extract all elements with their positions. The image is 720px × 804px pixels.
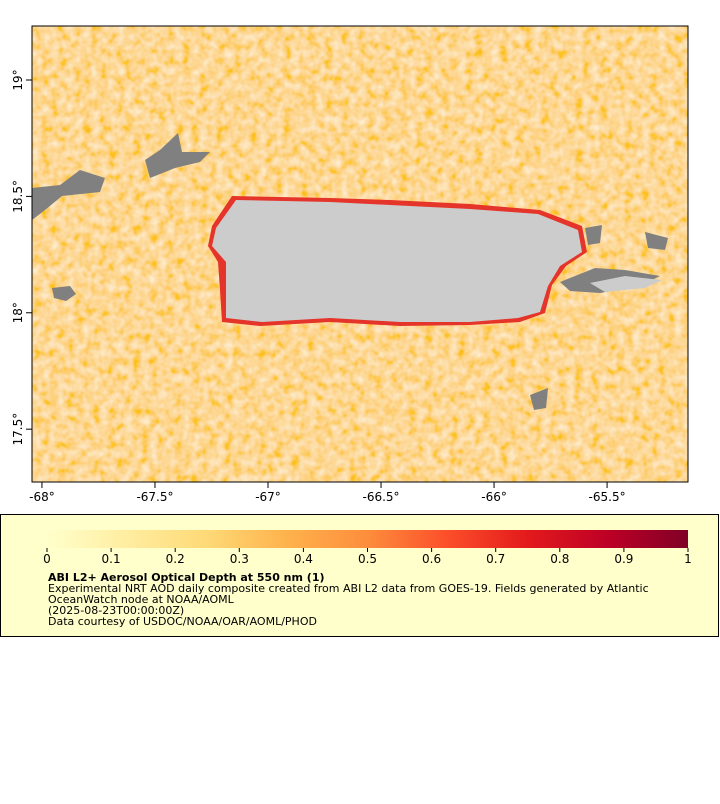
map-frame (31, 25, 689, 483)
colorbar-tick-label: 0.9 (614, 552, 633, 566)
legend: ABI L2+ Aerosol Optical Depth at 550 nm … (0, 514, 719, 637)
legend-line: Experimental NRT AOD daily composite cre… (48, 582, 649, 595)
y-tick-label: 18° (11, 302, 25, 323)
x-tick-label: -66.5° (362, 490, 399, 504)
legend-line: OceanWatch node at NOAA/AOML (48, 593, 235, 606)
legend-title: ABI L2+ Aerosol Optical Depth at 550 nm … (48, 571, 325, 584)
y-tick-label: 17.5° (11, 413, 25, 446)
colorbar-tick-label: 0.8 (550, 552, 569, 566)
colorbar-tick-label: 0.1 (102, 552, 121, 566)
colorbar-tick-label: 0.2 (166, 552, 185, 566)
legend-line: (2025-08-23T00:00:00Z) (48, 604, 184, 617)
legend-line: Data courtesy of USDOC/NOAA/OAR/AOML/PHO… (48, 615, 317, 628)
colorbar-tick-label: 1 (684, 552, 692, 566)
colorbar-tick-label: 0.7 (486, 552, 505, 566)
colorbar-tick-label: 0.6 (422, 552, 441, 566)
x-tick-label: -66° (481, 490, 507, 504)
land-puerto-rico (212, 200, 582, 322)
y-tick-label: 18.5° (11, 180, 25, 213)
colorbar-tick-label: 0 (43, 552, 51, 566)
map-area (31, 25, 689, 483)
x-tick-label: -68° (29, 490, 55, 504)
colorbar (47, 530, 688, 548)
land-vieques (590, 276, 662, 292)
x-tick-label: -67.5° (136, 490, 173, 504)
x-tick-label: -65.5° (589, 490, 626, 504)
colorbar-tick-label: 0.5 (358, 552, 377, 566)
x-tick-label: -67° (255, 490, 281, 504)
colorbar-tick-label: 0.3 (230, 552, 249, 566)
colorbar-tick-label: 0.4 (294, 552, 313, 566)
y-tick-label: 19° (11, 69, 25, 90)
